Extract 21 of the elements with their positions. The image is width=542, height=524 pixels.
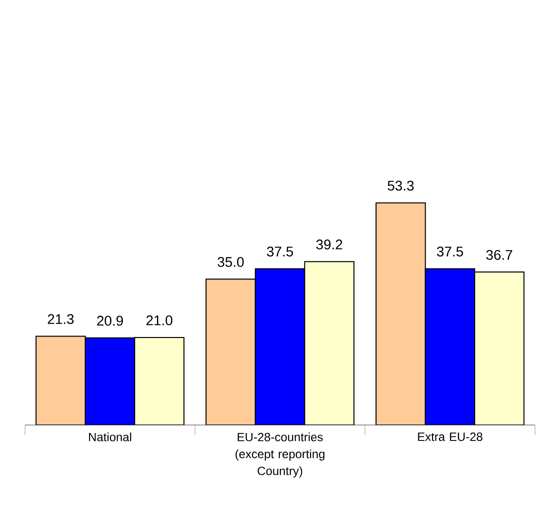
x-tick-label: National bbox=[89, 432, 132, 442]
bar bbox=[206, 278, 256, 425]
data-label: 20.9 bbox=[97, 316, 123, 326]
bar bbox=[376, 202, 426, 425]
x-tick-label: EU-28-countries (except reporting Country) bbox=[236, 432, 324, 478]
bar bbox=[36, 336, 86, 425]
data-label: 39.2 bbox=[316, 240, 342, 250]
data-label: 21.3 bbox=[48, 314, 74, 324]
data-label: 35.0 bbox=[218, 257, 244, 267]
data-label: 37.5 bbox=[266, 246, 293, 256]
bar bbox=[134, 336, 184, 425]
bar bbox=[84, 337, 136, 425]
data-label: 36.7 bbox=[486, 250, 512, 260]
bar bbox=[304, 261, 354, 425]
data-label: 53.3 bbox=[388, 180, 414, 191]
data-label: 37.5 bbox=[436, 246, 463, 256]
bar bbox=[474, 272, 524, 425]
bar bbox=[254, 268, 306, 425]
bar bbox=[424, 268, 476, 425]
x-tick-label: Extra EU-28 bbox=[418, 432, 482, 441]
data-label: 21.0 bbox=[146, 315, 172, 326]
